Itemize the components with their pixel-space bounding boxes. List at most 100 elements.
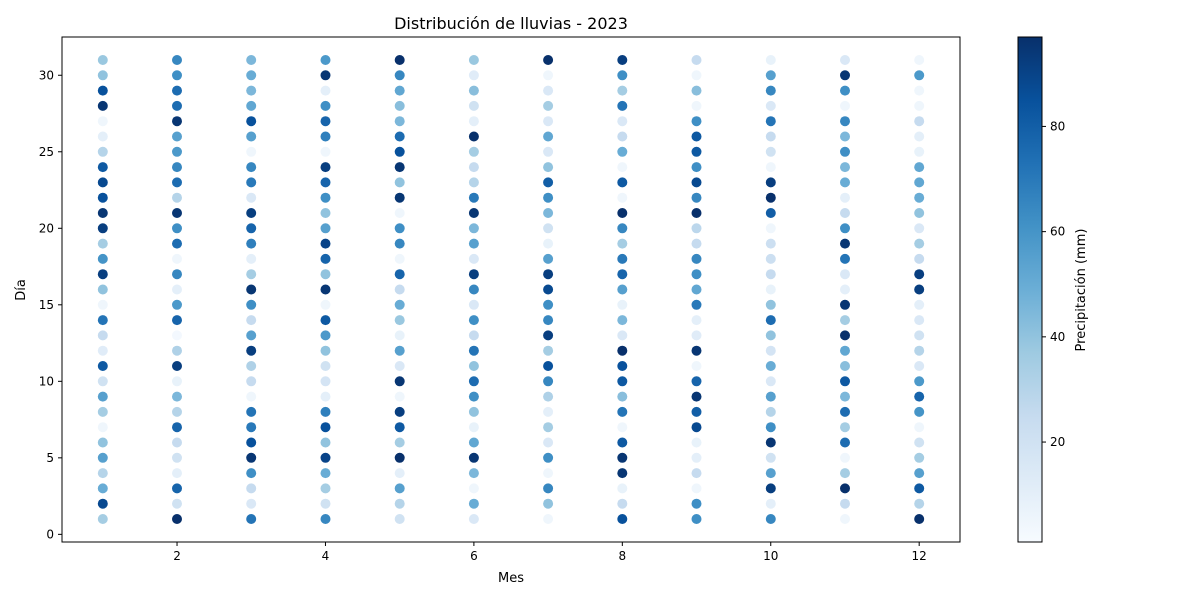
- scatter-point: [320, 406, 331, 417]
- scatter-point: [394, 223, 405, 234]
- scatter-point: [840, 514, 850, 524]
- x-axis-label: Mes: [498, 571, 524, 586]
- scatter-point: [320, 162, 331, 173]
- scatter-point: [691, 376, 702, 387]
- scatter-point: [840, 192, 850, 203]
- scatter-point: [97, 376, 108, 387]
- scatter-point: [468, 361, 479, 371]
- scatter-point: [468, 498, 479, 509]
- scatter-point: [691, 208, 702, 218]
- scatter-point: [765, 100, 776, 111]
- scatter-point: [246, 208, 257, 218]
- scatter-point: [172, 376, 182, 387]
- scatter-point: [543, 100, 554, 111]
- scatter-point: [617, 315, 628, 326]
- scatter-point: [97, 223, 108, 234]
- scatter-point: [468, 55, 479, 65]
- scatter-point: [468, 330, 479, 341]
- scatter-point: [246, 483, 257, 494]
- scatter-point: [320, 422, 331, 433]
- scatter-point: [97, 299, 108, 310]
- scatter-point: [691, 498, 702, 509]
- scatter-point: [172, 223, 182, 234]
- scatter-point: [840, 116, 850, 127]
- scatter-point: [394, 437, 405, 448]
- scatter-point: [320, 299, 331, 310]
- scatter-point: [765, 483, 776, 494]
- scatter-point: [543, 284, 554, 295]
- scatter-point: [246, 514, 257, 524]
- scatter-point: [97, 238, 108, 249]
- scatter-point: [691, 299, 702, 310]
- scatter-point: [914, 391, 925, 402]
- scatter-point: [246, 100, 257, 111]
- scatter-point: [914, 208, 925, 218]
- scatter-point: [543, 131, 554, 142]
- scatter-point: [543, 208, 554, 218]
- x-tick-label: 6: [470, 549, 478, 563]
- y-tick-label: 20: [39, 221, 54, 235]
- scatter-point: [246, 406, 257, 417]
- scatter-point: [543, 162, 554, 173]
- scatter-point: [320, 391, 331, 402]
- scatter-point: [246, 253, 257, 264]
- scatter-point: [172, 131, 182, 142]
- scatter-point: [543, 406, 554, 417]
- scatter-point: [691, 315, 702, 326]
- scatter-point: [394, 483, 405, 494]
- scatter-point: [691, 100, 702, 111]
- scatter-point: [765, 223, 776, 234]
- scatter-point: [543, 391, 554, 402]
- scatter-point: [97, 330, 108, 341]
- scatter-point: [468, 391, 479, 402]
- scatter-point: [394, 208, 405, 218]
- scatter-point: [543, 70, 554, 81]
- scatter-point: [617, 177, 628, 188]
- scatter-point: [97, 391, 108, 402]
- scatter-point: [320, 483, 331, 494]
- scatter-point: [97, 315, 108, 326]
- scatter-point: [914, 345, 925, 356]
- y-tick-label: 30: [39, 68, 54, 82]
- scatter-point: [765, 55, 776, 65]
- scatter-point: [914, 299, 925, 310]
- scatter-point: [543, 498, 554, 509]
- y-tick-label: 15: [39, 298, 54, 312]
- scatter-point: [914, 131, 925, 142]
- scatter-point: [172, 514, 182, 524]
- scatter-point: [691, 468, 702, 479]
- scatter-point: [394, 452, 405, 463]
- scatter-point: [617, 483, 628, 494]
- scatter-point: [765, 391, 776, 402]
- scatter-point: [691, 116, 702, 127]
- scatter-point: [840, 208, 850, 218]
- scatter-point: [765, 269, 776, 280]
- scatter-point: [468, 177, 479, 188]
- scatter-point: [691, 284, 702, 295]
- scatter-point: [840, 269, 850, 280]
- scatter-point: [172, 468, 182, 479]
- scatter-point: [840, 100, 850, 111]
- scatter-point: [840, 452, 850, 463]
- scatter-point: [394, 55, 405, 65]
- scatter-point: [543, 483, 554, 494]
- scatter-point: [246, 162, 257, 173]
- scatter-point: [394, 192, 405, 203]
- scatter-point: [394, 468, 405, 479]
- scatter-point: [691, 437, 702, 448]
- scatter-point: [97, 437, 108, 448]
- scatter-point: [320, 468, 331, 479]
- scatter-point: [320, 514, 331, 524]
- scatter-point: [172, 422, 182, 433]
- scatter-point: [765, 208, 776, 218]
- scatter-point: [394, 269, 405, 280]
- scatter-point: [172, 253, 182, 264]
- colorbar-tick-label: 60: [1050, 225, 1065, 239]
- scatter-point: [765, 192, 776, 203]
- y-axis-label: Día: [14, 279, 29, 301]
- scatter-point: [320, 452, 331, 463]
- chart-title: Distribución de lluvias - 2023: [394, 14, 628, 33]
- scatter-point: [246, 299, 257, 310]
- scatter-point: [840, 345, 850, 356]
- scatter-point: [840, 177, 850, 188]
